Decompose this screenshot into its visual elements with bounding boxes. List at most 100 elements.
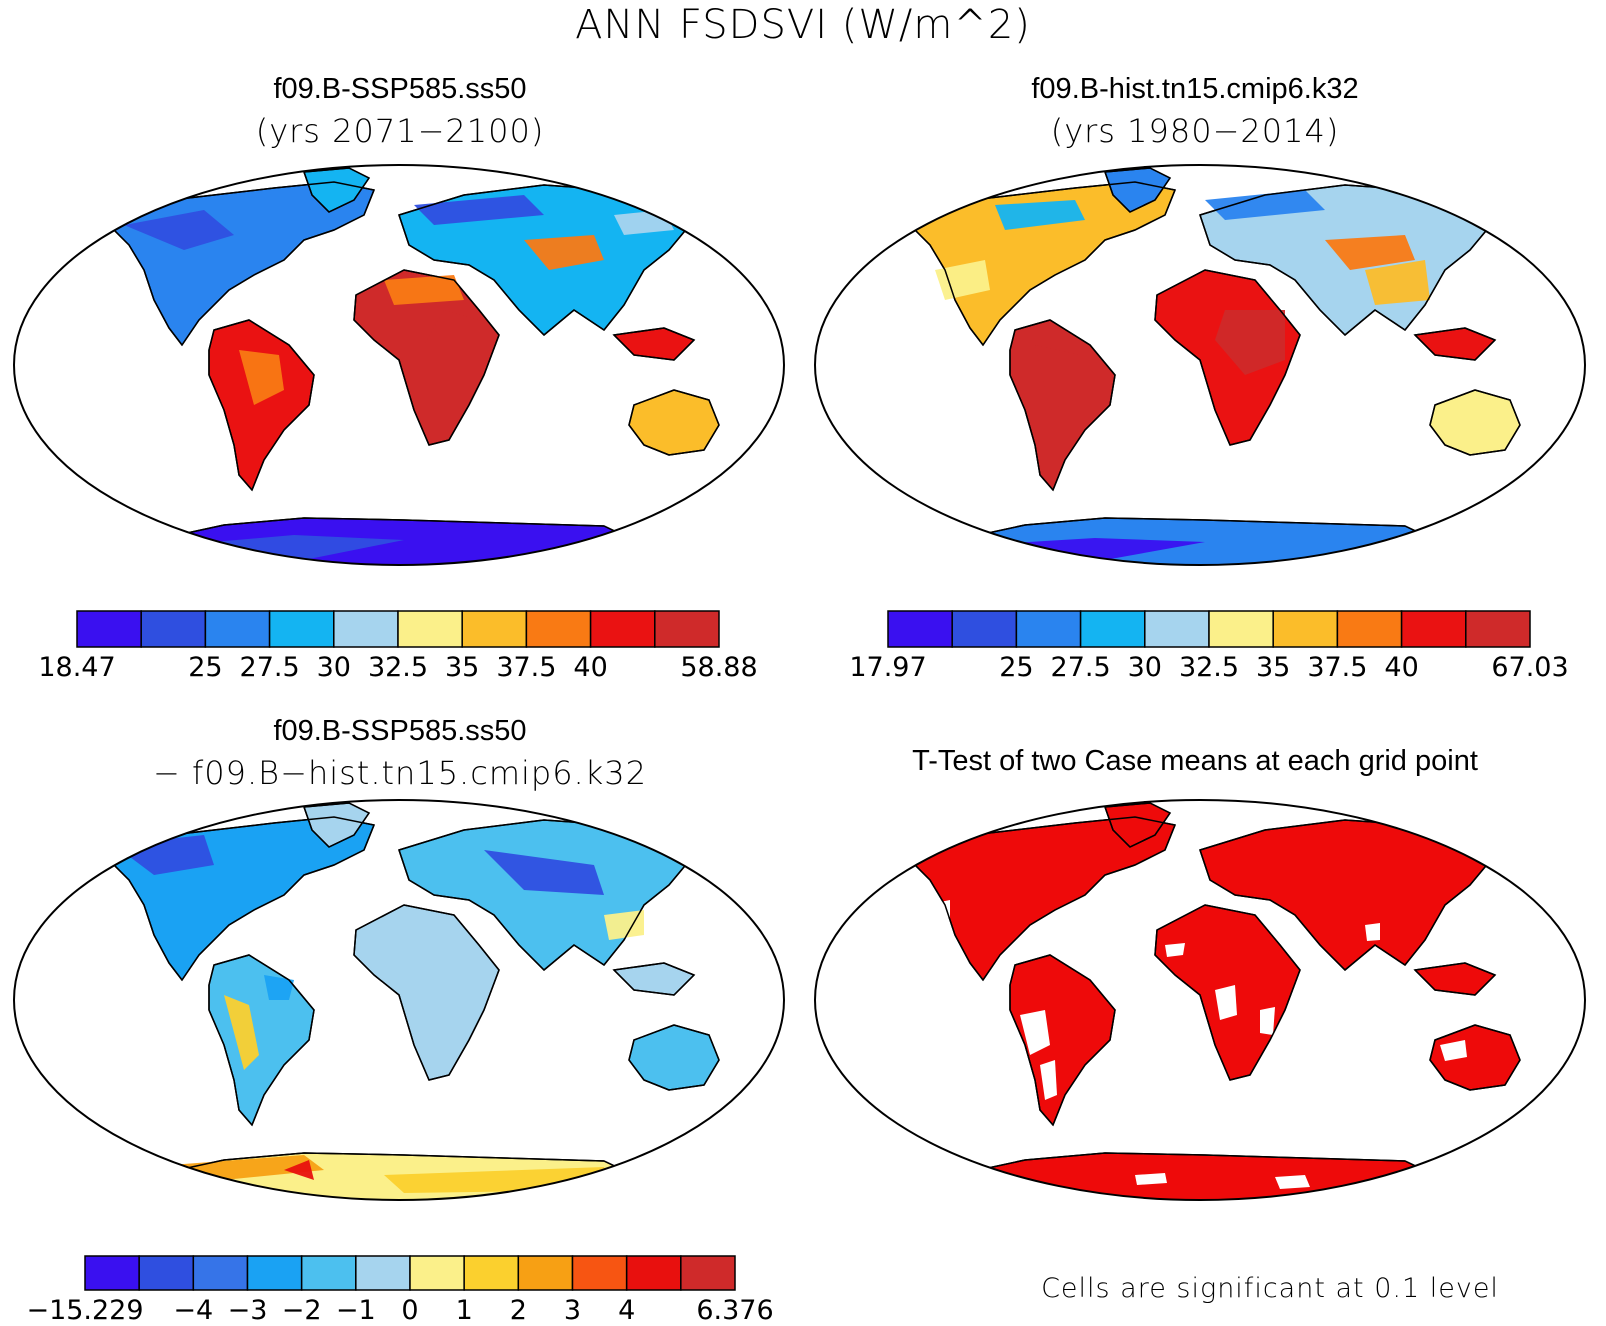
colorbar-tick-label: 35 (1256, 652, 1291, 683)
non-significant-cell (1275, 1175, 1310, 1189)
non-significant-cell (935, 900, 950, 919)
main-title: ANN FSDSVI (W/m^2) (575, 2, 1031, 48)
colorbar-swatch (138, 1255, 195, 1291)
significance-note: Cells are significant at 0.1 level (1041, 1273, 1499, 1304)
colorbar-tick-label: 25 (999, 652, 1034, 683)
non-significant-cell (1135, 1173, 1167, 1185)
colorbar-swatch (84, 1255, 140, 1291)
field-patch (224, 995, 259, 1070)
field-patch (239, 350, 284, 405)
coastline-sa (1009, 954, 1116, 1127)
colorbar-tick-label: 32.5 (1178, 652, 1240, 683)
coastline-africa (1154, 904, 1301, 1081)
colorbar-2 (887, 610, 1531, 648)
colorbar-swatch (355, 1255, 411, 1291)
colorbar-swatch (625, 1255, 682, 1291)
colorbar-tick-label: −3 (227, 1295, 268, 1326)
field-patch (935, 260, 990, 300)
non-significant-cell (1005, 1180, 1040, 1193)
colorbar-tick-label: 40 (573, 652, 608, 683)
colorbar-tick-label: 3 (563, 1295, 582, 1326)
coastline-greenland (1103, 167, 1172, 213)
colorbar-swatch (571, 1255, 628, 1291)
non-significant-cell (1040, 1060, 1057, 1100)
coastline-indonesia (612, 962, 696, 996)
colorbar-swatch (409, 1255, 465, 1291)
colorbar-swatch (680, 1255, 736, 1291)
panel-1-subtitle: (yrs 2071−2100) (255, 112, 545, 150)
coastline-africa (353, 269, 500, 446)
colorbar-tick-label: 4 (618, 1295, 636, 1326)
coastline-na (909, 181, 1177, 347)
coastline-sa (208, 954, 315, 1127)
colorbar-tick-label: −2 (281, 1295, 322, 1326)
panel-1-title: f09.B-SSP585.ss50 (273, 73, 527, 105)
colorbar-swatch (300, 1255, 357, 1291)
field-patch (1205, 190, 1325, 220)
colorbar-1 (76, 610, 720, 648)
field-patch (604, 910, 644, 940)
colorbar-swatch (1400, 610, 1467, 648)
colorbar-tick-label: 6.376 (696, 1295, 774, 1326)
colorbar-swatch (1272, 610, 1339, 648)
coastline-greenland (1103, 802, 1172, 848)
field-patch (484, 850, 604, 895)
colorbar-swatch (1208, 610, 1274, 648)
coastline-indonesia (1413, 327, 1497, 361)
colorbar-swatch (1144, 610, 1210, 648)
panel-2-title: f09.B-hist.tn15.cmip6.k32 (1031, 73, 1359, 105)
field-patch (995, 200, 1085, 230)
colorbar-swatch (246, 1255, 303, 1291)
colorbar-swatch (887, 610, 953, 648)
field-patch (1035, 345, 1085, 410)
field-patch (1215, 310, 1285, 375)
colorbar-tick-label: 27.5 (1050, 652, 1111, 683)
colorbar-tick-label: 40 (1384, 652, 1419, 683)
panel-4-title: T-Test of two Case means at each grid po… (912, 745, 1478, 777)
field-patch (524, 235, 604, 270)
coastline-indonesia (1413, 962, 1497, 996)
coastline-na (108, 181, 376, 347)
non-significant-cell (1440, 1040, 1467, 1061)
colorbar-swatch (1015, 610, 1082, 648)
map-border (814, 164, 1586, 566)
colorbar-swatch (204, 610, 271, 648)
field-patch (424, 310, 479, 375)
field-patch (264, 975, 294, 1000)
colorbar-tick-label: 2 (509, 1295, 527, 1326)
coastline-na (108, 816, 376, 982)
field-patch (980, 538, 1205, 560)
non-significant-cell (1020, 1010, 1050, 1055)
field-patch (414, 195, 544, 225)
map-border (814, 799, 1586, 1201)
colorbar-tick-label: −15.229 (26, 1295, 144, 1326)
coastline-greenland (302, 802, 371, 848)
colorbar-swatch (1079, 610, 1146, 648)
coastline-australia (628, 1024, 720, 1091)
non-significant-cell (1260, 1007, 1275, 1035)
colorbar-tick-label: −1 (335, 1295, 376, 1326)
field-patch (124, 210, 234, 250)
non-significant-cell (1215, 985, 1237, 1020)
colorbar-swatch (333, 610, 399, 648)
panel-2-subtitle: (yrs 1980−2014) (1050, 112, 1340, 150)
colorbar-tick-label: −4 (173, 1295, 214, 1326)
field-patch (179, 535, 404, 560)
colorbar-swatch (525, 610, 592, 648)
colorbar-tick-label: 37.5 (1307, 652, 1368, 683)
colorbar-swatch (517, 1255, 574, 1291)
coastline-australia (628, 389, 720, 456)
colorbar-tick-label: 37.5 (496, 652, 557, 683)
coastline-indonesia (612, 327, 696, 361)
colorbar-tick-label: 27.5 (239, 652, 300, 683)
colorbar-swatch (397, 610, 463, 648)
coastline-na (909, 816, 1177, 982)
colorbar-swatch (76, 610, 142, 648)
coastline-sa (208, 319, 315, 492)
field-patch (384, 275, 464, 305)
map-border (13, 799, 785, 1201)
coastline-australia (1429, 389, 1521, 456)
map-panel-2 (814, 164, 1586, 566)
coastline-africa (353, 904, 500, 1081)
colorbar-swatch (192, 1255, 249, 1291)
